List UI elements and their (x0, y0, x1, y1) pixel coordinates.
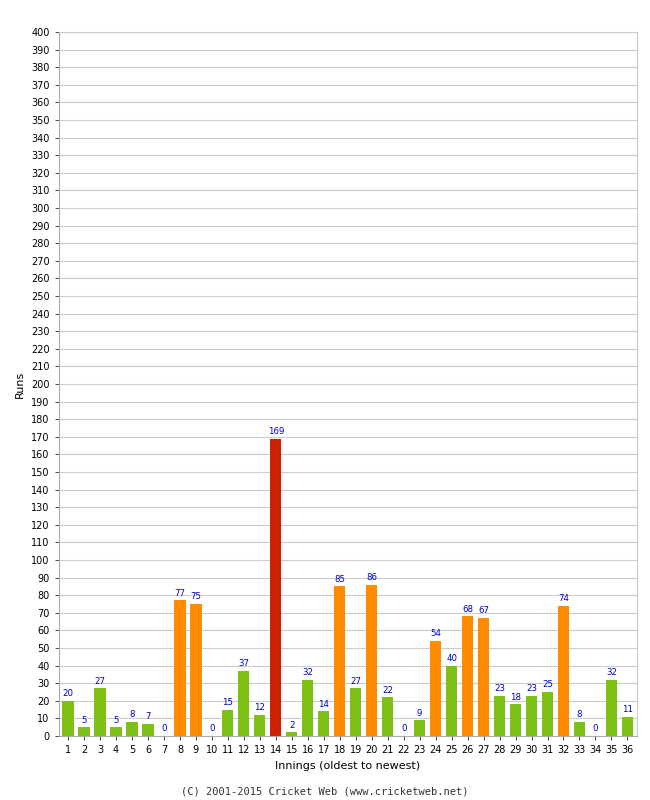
Bar (302, 680, 313, 736)
Bar (622, 717, 633, 736)
Text: 23: 23 (494, 684, 505, 693)
Bar (62, 701, 73, 736)
Bar (318, 711, 330, 736)
Text: 27: 27 (350, 677, 361, 686)
Text: 0: 0 (161, 724, 166, 734)
Text: (C) 2001-2015 Cricket Web (www.cricketweb.net): (C) 2001-2015 Cricket Web (www.cricketwe… (181, 786, 469, 796)
Bar (94, 689, 106, 736)
Text: 68: 68 (462, 605, 473, 614)
Text: 9: 9 (417, 709, 422, 718)
Bar (414, 720, 425, 736)
Bar (446, 666, 457, 736)
Text: 5: 5 (113, 715, 119, 725)
Bar (542, 692, 553, 736)
Bar (350, 689, 361, 736)
Text: 12: 12 (254, 703, 265, 712)
Text: 8: 8 (577, 710, 582, 719)
Bar (462, 616, 473, 736)
Bar (270, 438, 281, 736)
Text: 0: 0 (593, 724, 598, 734)
Text: 32: 32 (302, 668, 313, 677)
Text: 25: 25 (542, 680, 553, 690)
Text: 14: 14 (318, 700, 330, 709)
Text: 15: 15 (222, 698, 233, 707)
Bar (239, 671, 250, 736)
Text: 22: 22 (382, 686, 393, 694)
Text: 74: 74 (558, 594, 569, 603)
Bar (558, 606, 569, 736)
Bar (254, 715, 265, 736)
Text: 7: 7 (145, 712, 151, 721)
Bar (142, 724, 153, 736)
Bar (79, 727, 90, 736)
Text: 27: 27 (94, 677, 105, 686)
Bar (382, 698, 393, 736)
Bar (286, 733, 298, 736)
Bar (430, 641, 441, 736)
Text: 0: 0 (401, 724, 406, 734)
Text: 85: 85 (334, 574, 345, 584)
Bar (494, 695, 505, 736)
Bar (366, 585, 377, 736)
X-axis label: Innings (oldest to newest): Innings (oldest to newest) (275, 761, 421, 770)
Text: 77: 77 (174, 589, 185, 598)
Bar (334, 586, 345, 736)
Y-axis label: Runs: Runs (16, 370, 25, 398)
Bar (222, 710, 233, 736)
Bar (190, 604, 202, 736)
Text: 86: 86 (366, 573, 377, 582)
Text: 37: 37 (239, 659, 250, 668)
Text: 75: 75 (190, 592, 202, 602)
Text: 67: 67 (478, 606, 489, 615)
Text: 23: 23 (526, 684, 537, 693)
Bar (478, 618, 489, 736)
Text: 18: 18 (510, 693, 521, 702)
Bar (510, 704, 521, 736)
Bar (126, 722, 138, 736)
Bar (174, 601, 185, 736)
Text: 0: 0 (209, 724, 215, 734)
Text: 11: 11 (622, 705, 633, 714)
Bar (526, 695, 537, 736)
Text: 40: 40 (446, 654, 457, 663)
Text: 32: 32 (606, 668, 617, 677)
Text: 54: 54 (430, 630, 441, 638)
Text: 2: 2 (289, 721, 294, 730)
Text: 20: 20 (62, 689, 73, 698)
Bar (574, 722, 585, 736)
Text: 8: 8 (129, 710, 135, 719)
Bar (111, 727, 122, 736)
Text: 169: 169 (268, 427, 284, 436)
Text: 5: 5 (81, 715, 87, 725)
Bar (606, 680, 617, 736)
